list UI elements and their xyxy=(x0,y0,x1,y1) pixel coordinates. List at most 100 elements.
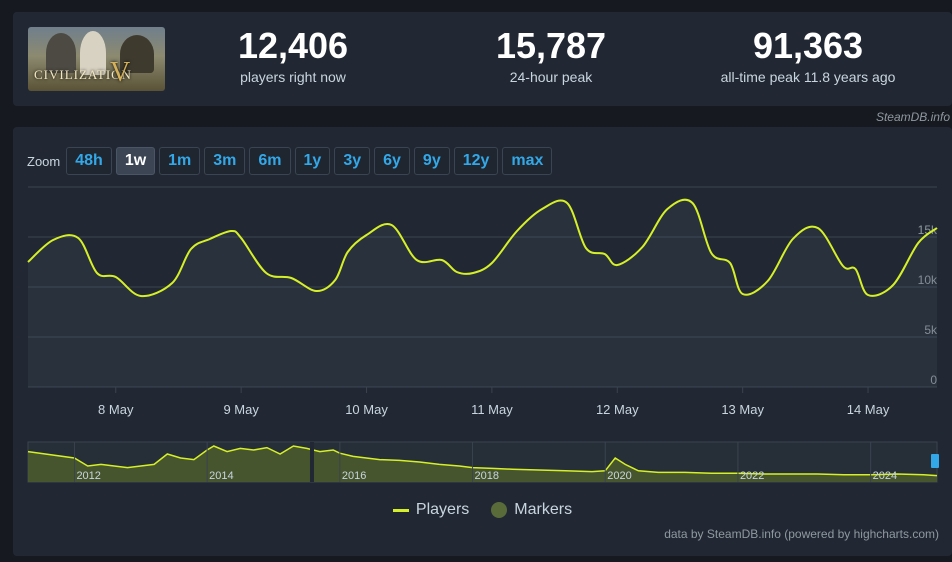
players-data-point xyxy=(766,279,770,283)
navigator-gap xyxy=(309,442,314,482)
players-data-point xyxy=(333,278,337,282)
zoom-button-1m[interactable]: 1m xyxy=(159,147,201,175)
zoom-button-6y[interactable]: 6y xyxy=(374,147,410,175)
navigator-area xyxy=(28,446,937,482)
stat-24h-peak: 15,787 24-hour peak xyxy=(481,26,621,86)
players-data-point xyxy=(26,260,30,264)
players-data-point xyxy=(390,223,394,227)
banner-numeral: V xyxy=(110,57,131,88)
players-data-point xyxy=(346,250,350,254)
zoom-button-max[interactable]: max xyxy=(502,147,553,175)
players-data-point xyxy=(584,246,588,250)
players-data-point xyxy=(440,258,444,262)
legend-label-players: Players xyxy=(415,501,470,518)
stat-value: 15,787 xyxy=(495,25,607,66)
zoom-button-48h[interactable]: 48h xyxy=(66,147,112,175)
zoom-button-1w[interactable]: 1w xyxy=(115,147,156,175)
stat-value: 91,363 xyxy=(752,25,864,66)
zoom-button-9y[interactable]: 9y xyxy=(413,147,450,175)
players-data-point xyxy=(540,207,544,211)
players-data-point xyxy=(891,283,895,287)
stat-label: players right now xyxy=(240,69,346,85)
zoom-button-3y[interactable]: 3y xyxy=(334,147,371,175)
players-data-point xyxy=(916,241,920,245)
y-tick-label: 15k xyxy=(918,223,938,237)
steamdb-credit-link[interactable]: SteamDB.info xyxy=(875,110,950,124)
players-series-line xyxy=(27,198,938,298)
navigator-tick-label: 2016 xyxy=(342,470,366,482)
navigator-handle[interactable] xyxy=(931,454,939,468)
players-data-point xyxy=(365,233,369,237)
players-data-point xyxy=(515,229,519,233)
y-tick-label: 5k xyxy=(924,323,938,337)
players-data-point xyxy=(455,270,459,274)
x-tick-label: 8 May xyxy=(98,402,134,417)
legend-item-players[interactable]: Players xyxy=(392,501,470,519)
chart-legend: Players Markers xyxy=(13,501,952,519)
banner-figure-right xyxy=(120,35,154,73)
zoom-button-6m[interactable]: 6m xyxy=(249,147,291,175)
players-data-point xyxy=(640,245,644,249)
players-data-point xyxy=(239,236,243,240)
x-tick-label: 11 May xyxy=(471,402,513,417)
highcharts-credit[interactable]: data by SteamDB.info (powered by highcha… xyxy=(664,527,939,541)
players-data-point xyxy=(841,264,845,268)
players-data-point xyxy=(728,261,732,265)
players-data-point xyxy=(691,201,695,205)
players-area-fill xyxy=(28,199,937,387)
navigator-tick-label: 2020 xyxy=(607,470,631,482)
players-data-point xyxy=(854,267,858,271)
players-data-point xyxy=(229,229,233,233)
legend-item-markers[interactable]: Markers xyxy=(491,501,572,519)
banner-figure-center xyxy=(80,31,106,75)
chart-panel: 0 5k 10k 15k 8 May 9 May 10 May 11 May 12 May 13 … xyxy=(13,127,952,556)
y-tick-label: 0 xyxy=(930,373,937,387)
navigator-tick-label: 2018 xyxy=(475,470,499,482)
players-data-point xyxy=(490,261,494,265)
players-data-point xyxy=(314,289,318,293)
players-data-point xyxy=(615,263,619,267)
stats-panel: CIVILIZATION V 12,406 players right now … xyxy=(13,12,952,106)
player-chart[interactable]: 0 5k 10k 15k 8 May 9 May 10 May 11 May 12 May 13 … xyxy=(13,127,952,556)
zoom-bar: Zoom 48h 1w 1m 3m 6m 1y 3y 6y 9y 12y max xyxy=(27,147,556,175)
players-data-point xyxy=(189,247,193,251)
players-data-point xyxy=(170,281,174,285)
x-tick-label: 14 May xyxy=(847,402,890,417)
navigator-tick-label: 2022 xyxy=(740,470,764,482)
players-data-point xyxy=(935,226,939,230)
zoom-button-3m[interactable]: 3m xyxy=(204,147,246,175)
players-data-point xyxy=(76,236,80,240)
players-data-point xyxy=(816,226,820,230)
players-data-point xyxy=(741,292,745,296)
navigator-line xyxy=(27,445,938,477)
players-data-point xyxy=(565,201,569,205)
players-data-point xyxy=(665,207,669,211)
stat-value: 12,406 xyxy=(237,25,349,66)
x-tick-label: 10 May xyxy=(345,402,388,417)
players-data-point xyxy=(471,271,475,275)
players-data-point xyxy=(603,252,607,256)
stat-current-players: 12,406 players right now xyxy=(213,26,373,86)
x-tick-label: 12 May xyxy=(596,402,639,417)
players-data-point xyxy=(95,271,99,275)
navigator-tick-label: 2024 xyxy=(873,470,897,482)
x-tick-label: 9 May xyxy=(223,402,259,417)
navigator-tick-label: 2012 xyxy=(76,470,100,482)
players-data-point xyxy=(289,276,293,280)
legend-dot-icon xyxy=(491,502,508,518)
players-data-point xyxy=(709,251,713,255)
x-tick-label: 13 May xyxy=(721,402,764,417)
players-data-point xyxy=(208,237,212,241)
y-tick-label: 10k xyxy=(918,273,938,287)
game-banner-image[interactable]: CIVILIZATION V xyxy=(28,27,165,91)
stat-label: all-time peak 11.8 years ago xyxy=(720,69,896,85)
legend-line-icon xyxy=(392,508,409,512)
zoom-button-12y[interactable]: 12y xyxy=(453,147,499,175)
players-data-point xyxy=(139,294,143,298)
legend-label-markers: Markers xyxy=(514,501,573,518)
zoom-label: Zoom xyxy=(27,153,61,169)
players-data-point xyxy=(264,271,268,275)
zoom-button-1y[interactable]: 1y xyxy=(294,147,331,175)
players-data-point xyxy=(791,237,795,241)
players-data-point xyxy=(866,293,870,297)
